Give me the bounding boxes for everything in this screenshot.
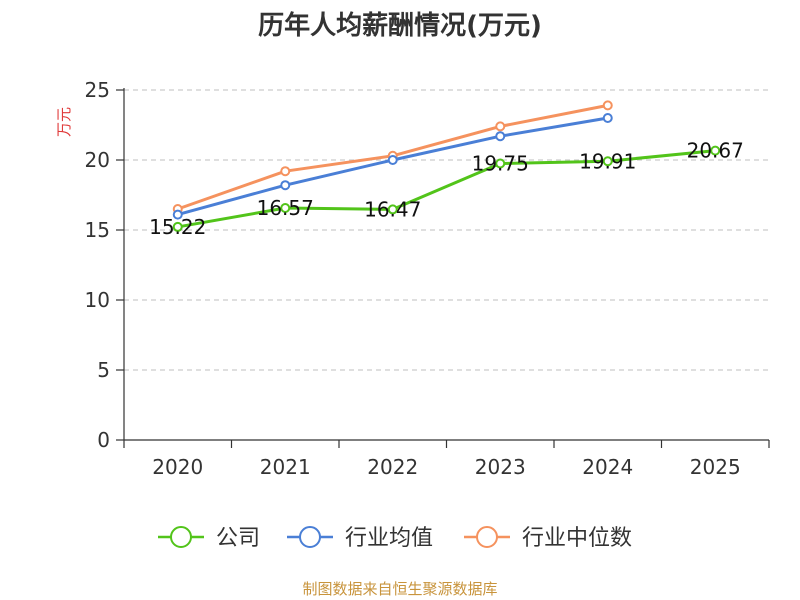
data-point	[602, 113, 613, 123]
y-tick-label: 5	[97, 358, 110, 382]
data-point	[387, 204, 398, 215]
data-point	[387, 155, 398, 165]
legend-label: 行业中位数	[522, 526, 632, 551]
y-tick-label: 25	[85, 78, 110, 102]
legend-item: 行业均值	[287, 526, 433, 551]
legend-item: 行业中位数	[464, 526, 632, 551]
data-point	[710, 145, 721, 156]
data-point	[495, 131, 506, 142]
data-label: 16.47	[364, 197, 421, 221]
y-tick-label: 0	[97, 428, 110, 452]
data-point	[602, 100, 613, 111]
data-label: 16.57	[257, 196, 314, 220]
legend: 公司 行业均值 行业中位数	[158, 526, 632, 551]
x-tick-label: 2024	[582, 455, 633, 479]
x-tick-label: 2022	[367, 455, 418, 479]
grid-lines	[124, 89, 769, 371]
x-tick-label: 2023	[475, 455, 526, 479]
data-point	[280, 203, 291, 214]
chart-title: 历年人均薪酬情况(万元)	[258, 11, 542, 41]
legend-label: 公司	[216, 526, 260, 551]
y-tick-label: 20	[85, 148, 110, 172]
y-tick-label: 15	[85, 218, 110, 242]
data-point	[172, 209, 183, 220]
data-point	[495, 158, 506, 169]
series-line-0	[177, 149, 716, 229]
data-point	[602, 156, 613, 167]
legend-swatch-marker	[170, 526, 192, 548]
y-tick-label: 10	[85, 288, 110, 312]
data-label: 20.67	[687, 139, 744, 163]
data-label: 19.75	[472, 152, 529, 176]
x-tick-label: 2021	[260, 455, 311, 479]
data-point	[280, 180, 291, 191]
legend-label: 行业均值	[345, 526, 433, 551]
data-point	[172, 221, 183, 232]
data-label: 19.91	[579, 149, 636, 173]
data-label: 15.22	[149, 215, 206, 239]
x-tick-label: 2020	[152, 455, 203, 479]
data-point	[280, 166, 291, 177]
data-point	[495, 121, 506, 132]
x-tick-label: 2025	[690, 455, 741, 479]
legend-item: 公司	[158, 526, 260, 551]
series-lines	[172, 100, 721, 232]
legend-swatch-marker	[299, 526, 321, 548]
data-labels: 15.22 16.57 16.47 19.75 19.91 20.67	[149, 139, 744, 239]
source-credit: 制图数据来自恒生聚源数据库	[302, 580, 498, 598]
legend-swatch-marker	[476, 526, 498, 548]
y-axis-title: 万元	[55, 107, 73, 137]
